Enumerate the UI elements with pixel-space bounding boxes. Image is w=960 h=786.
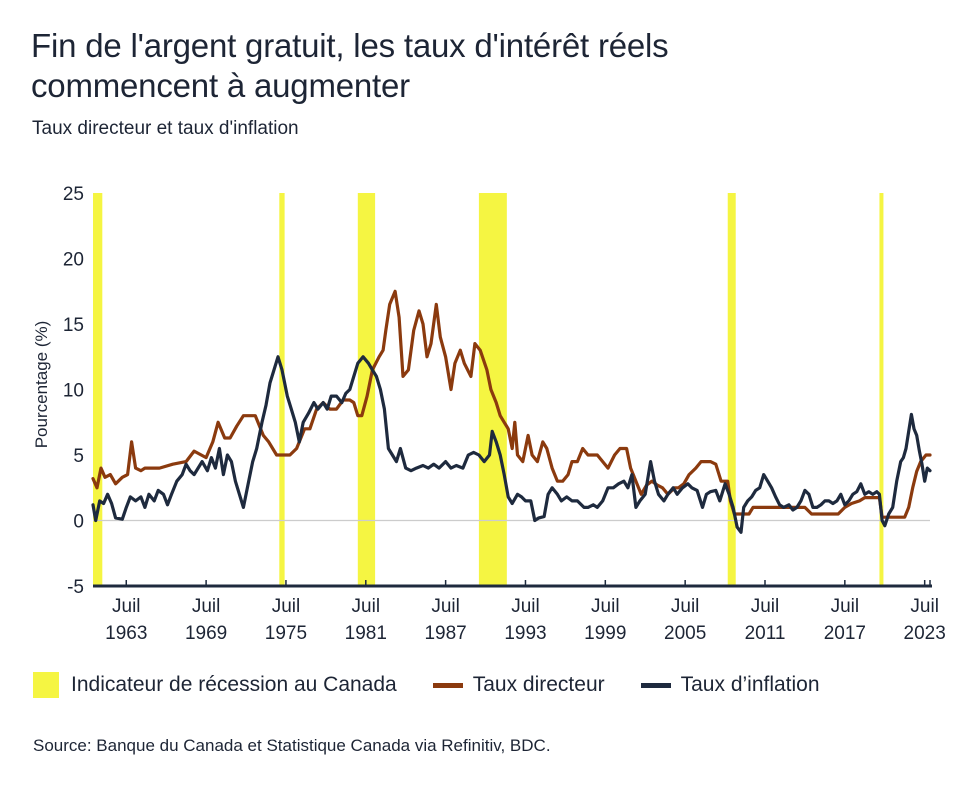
x-tick-label-month: Juil <box>591 596 620 617</box>
x-tick-label-month: Juil <box>751 596 780 617</box>
recession-band <box>357 193 376 586</box>
x-tick-label-year: 1981 <box>345 623 387 644</box>
recession-bands <box>93 193 884 586</box>
recession-band <box>279 193 285 586</box>
legend-label-recession: Indicateur de récession au Canada <box>71 673 397 696</box>
recession-band <box>879 193 884 586</box>
x-tick-label-year: 2011 <box>745 623 786 644</box>
axes: -5 0 5 10 15 20 25 Juil 1963 Juil 1969 Juil 1975 Juil… <box>63 184 946 644</box>
y-tick-label: 20 <box>63 250 84 271</box>
x-tick-label-year: 2023 <box>904 623 946 644</box>
chart-title-line-2: commencent à augmenter <box>31 67 410 104</box>
y-tick-label: 0 <box>73 512 84 533</box>
x-tick-label-year: 1969 <box>185 623 227 644</box>
legend-item-inflation: Taux d’inflation <box>640 673 820 697</box>
x-tick-label-month: Juil <box>352 596 381 617</box>
chart-title-line-1: Fin de l'argent gratuit, les taux d'inté… <box>31 27 669 64</box>
y-tick-label: 15 <box>63 315 84 336</box>
recession-band <box>478 193 507 586</box>
legend-label-inflation: Taux d’inflation <box>680 673 820 696</box>
series-line-policy-rate <box>91 289 932 519</box>
x-tick-label-year: 1993 <box>504 623 546 644</box>
x-tick-label-year: 1963 <box>105 623 147 644</box>
y-tick-label: 10 <box>63 381 84 402</box>
legend-item-policy-rate: Taux directeur <box>432 673 605 697</box>
x-tick-label-month: Juil <box>910 596 939 617</box>
legend-swatch-inflation <box>640 682 671 688</box>
x-tick-label-month: Juil <box>192 596 221 617</box>
x-tick-label-year: 1987 <box>424 623 466 644</box>
legend-item-recession: Indicateur de récession au Canada <box>33 672 397 698</box>
x-tick-label-month: Juil <box>112 596 141 617</box>
series-lines <box>91 289 932 534</box>
x-tick-label-year: 1975 <box>265 623 307 644</box>
legend-swatch-recession <box>33 672 59 698</box>
recession-band <box>93 193 103 586</box>
chart-title: Fin de l'argent gratuit, les taux d'inté… <box>31 26 669 106</box>
y-tick-label: 5 <box>73 446 84 467</box>
y-axis-label: Pourcentage (%) <box>32 321 51 449</box>
legend-swatch-policy-rate <box>432 682 463 688</box>
x-tick-label-month: Juil <box>511 596 540 617</box>
y-tick-label: 25 <box>63 184 84 205</box>
x-tick-label-year: 1999 <box>584 623 626 644</box>
x-tick-label-month: Juil <box>671 596 700 617</box>
x-tick-label-year: 2017 <box>824 623 866 644</box>
legend-label-policy-rate: Taux directeur <box>472 673 605 696</box>
source-note: Source: Banque du Canada et Statistique … <box>33 736 551 755</box>
legend: Indicateur de récession au Canada Taux d… <box>33 672 856 698</box>
recession-band <box>727 193 736 586</box>
series-line-inflation <box>91 355 932 534</box>
x-tick-label-year: 2005 <box>664 623 706 644</box>
x-tick-label-month: Juil <box>831 596 860 617</box>
y-tick-label: -5 <box>67 577 84 598</box>
x-tick-label-month: Juil <box>431 596 460 617</box>
x-tick-label-month: Juil <box>272 596 301 617</box>
chart-subtitle: Taux directeur et taux d'inflation <box>32 118 299 139</box>
